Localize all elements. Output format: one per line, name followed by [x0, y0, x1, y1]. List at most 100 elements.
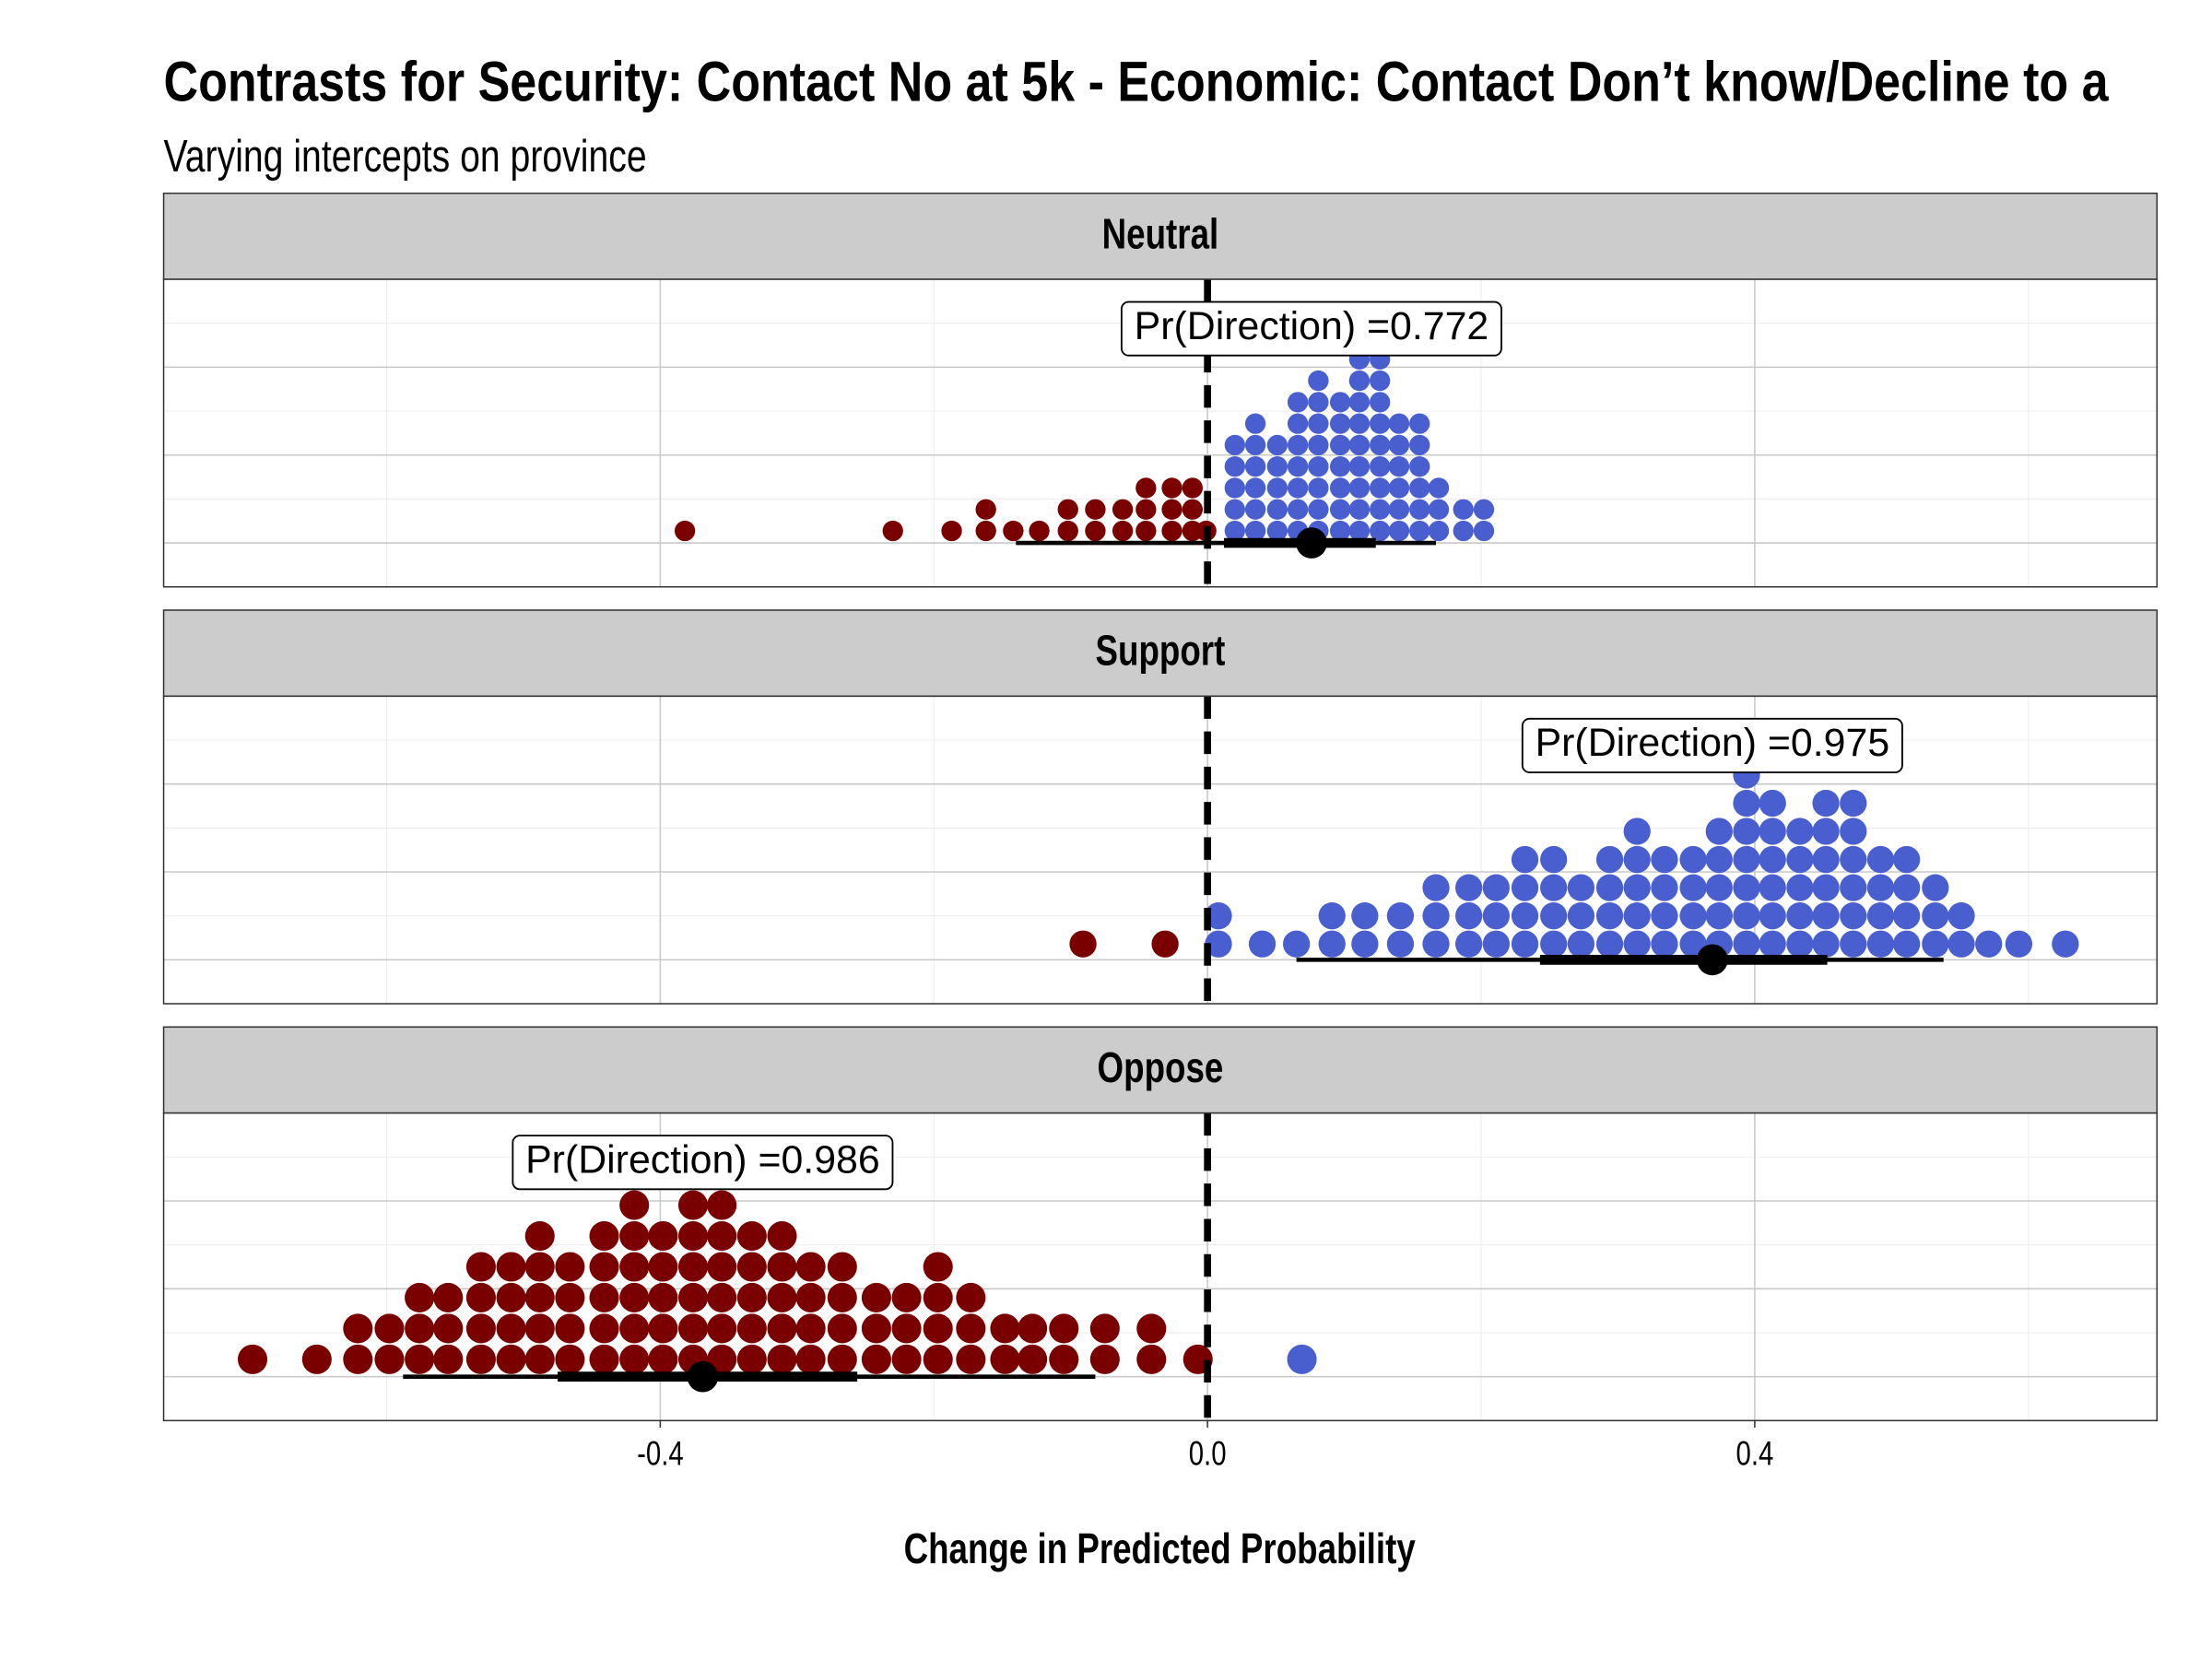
dot [1540, 930, 1568, 958]
dot [1428, 520, 1450, 542]
dot [1161, 499, 1182, 520]
dot [1135, 520, 1157, 542]
dot [1428, 477, 1450, 499]
dot [1388, 413, 1410, 434]
dot [405, 1344, 435, 1374]
dot [1308, 392, 1329, 413]
dot [923, 1252, 953, 1282]
dot [767, 1313, 797, 1344]
dot [1348, 413, 1371, 434]
dot [1161, 520, 1182, 542]
dot [707, 1190, 737, 1220]
dot [1205, 930, 1232, 958]
dot [1370, 499, 1391, 520]
dot [767, 1252, 797, 1282]
dot [674, 520, 696, 542]
dot [555, 1252, 585, 1282]
dot [1308, 370, 1329, 392]
dot [1759, 789, 1786, 818]
dot [1409, 499, 1430, 520]
dot [956, 1313, 986, 1344]
dot [923, 1282, 953, 1313]
dot [237, 1344, 268, 1374]
dot [1409, 434, 1430, 456]
dot [1224, 477, 1245, 499]
dot [1266, 434, 1288, 456]
dot [1386, 902, 1415, 930]
dot [1205, 902, 1232, 930]
dot [1947, 902, 1975, 930]
dot [1112, 520, 1134, 542]
dot [1161, 477, 1182, 499]
dot [677, 1313, 709, 1344]
dot [736, 1313, 767, 1344]
dot [1089, 1344, 1120, 1374]
dot [648, 1252, 678, 1282]
dot [1866, 874, 1895, 901]
dot [1482, 902, 1510, 930]
dot [736, 1252, 767, 1282]
dot [374, 1313, 405, 1344]
dot [1482, 930, 1510, 958]
dot [1540, 845, 1568, 874]
dot [619, 1344, 650, 1374]
dot [1651, 874, 1678, 901]
dot [1922, 902, 1949, 930]
dot [1348, 370, 1371, 392]
dot [433, 1313, 464, 1344]
dot [677, 1252, 709, 1282]
dot [1759, 818, 1786, 845]
dot [1623, 874, 1651, 901]
dot [405, 1282, 435, 1313]
dot [1308, 434, 1329, 456]
dot [1224, 434, 1245, 456]
dot [1057, 520, 1078, 542]
dot [1733, 902, 1760, 930]
dot [1540, 874, 1568, 901]
dot [648, 1344, 678, 1374]
dot [1540, 902, 1568, 930]
dot [1812, 818, 1840, 845]
dot [891, 1282, 922, 1313]
dot [405, 1313, 435, 1344]
dot [1351, 930, 1379, 958]
dot [1453, 499, 1474, 520]
dot [1422, 902, 1450, 930]
annotation-box [512, 1135, 894, 1191]
dot [1786, 930, 1814, 958]
dot [1318, 930, 1346, 958]
dot [1705, 845, 1733, 874]
dot [1282, 930, 1311, 958]
dot [1370, 434, 1391, 456]
dot [677, 1282, 709, 1313]
dot [956, 1344, 986, 1374]
dot [1329, 413, 1351, 434]
dot [524, 1252, 555, 1282]
dot [1069, 930, 1097, 958]
dot [555, 1282, 585, 1313]
dot [707, 1313, 737, 1344]
dot [1595, 902, 1624, 930]
dot [1453, 520, 1474, 542]
dot [1370, 413, 1391, 434]
dot [1370, 456, 1391, 477]
dot [524, 1344, 555, 1374]
dot [648, 1313, 678, 1344]
dot [1679, 874, 1707, 901]
dot [496, 1344, 526, 1374]
dot [1308, 499, 1329, 520]
dot [1922, 930, 1949, 958]
dot [1866, 902, 1895, 930]
dot [1705, 902, 1733, 930]
dot [1287, 413, 1309, 434]
x-axis-label: Change in Predicted Probability [904, 1524, 1416, 1572]
strip-label-group: Oppose [1098, 1043, 1224, 1091]
dot [1511, 930, 1539, 958]
dot [433, 1282, 464, 1313]
dot [1409, 520, 1430, 542]
dot [1348, 499, 1371, 520]
dot [827, 1252, 857, 1282]
dot [1455, 874, 1483, 901]
dot [1244, 499, 1266, 520]
strip-label: Support [1096, 627, 1226, 675]
